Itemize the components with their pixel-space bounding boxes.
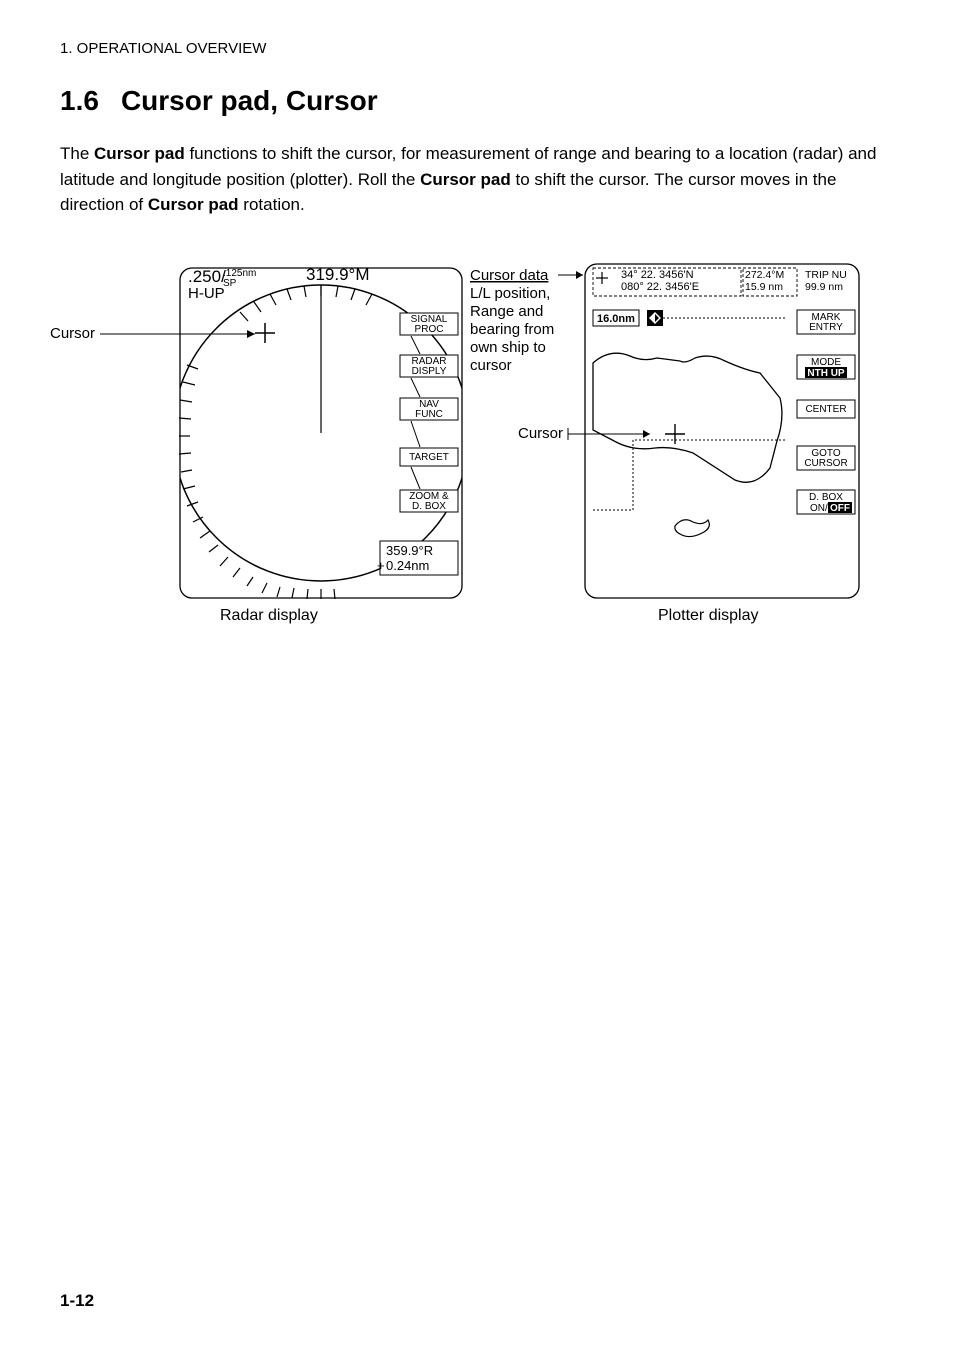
plotter-caption: Plotter display: [658, 607, 759, 624]
section-name: Cursor pad, Cursor: [121, 85, 378, 116]
svg-text:OFF: OFF: [830, 503, 850, 514]
svg-text:Cursor data: Cursor data: [470, 267, 549, 284]
svg-text:16.0nm: 16.0nm: [597, 313, 635, 325]
plotter-display-group: 34° 22. 3456'N 080° 22. 3456'E 272.4°M 1…: [585, 264, 859, 598]
svg-text:0.24nm: 0.24nm: [386, 558, 429, 573]
radar-display-group: .250/ .125nm SP 319.9°M H-UP SIGNAL PROC…: [173, 265, 469, 599]
page-number: 1-12: [60, 1291, 94, 1311]
radar-cursor-label: Cursor: [50, 325, 95, 342]
svg-text:ON/: ON/: [810, 503, 828, 514]
svg-text:34° 22. 3456'N: 34° 22. 3456'N: [621, 269, 694, 281]
svg-text:15.9 nm: 15.9 nm: [745, 281, 783, 293]
figure-svg: .250/ .125nm SP 319.9°M H-UP SIGNAL PROC…: [50, 258, 870, 658]
svg-text:cursor: cursor: [470, 357, 512, 374]
svg-text:+: +: [377, 558, 385, 573]
body-paragraph: The Cursor pad functions to shift the cu…: [60, 141, 894, 218]
svg-text:DISPLY: DISPLY: [412, 366, 447, 377]
svg-text:FUNC: FUNC: [415, 409, 443, 420]
svg-text:CURSOR: CURSOR: [804, 458, 847, 469]
radar-sp: SP: [223, 278, 237, 289]
svg-text:ENTRY: ENTRY: [809, 322, 843, 333]
svg-text:own ship to: own ship to: [470, 339, 546, 356]
radar-hup: H-UP: [188, 285, 225, 302]
svg-text:bearing from: bearing from: [470, 321, 554, 338]
svg-text:080° 22. 3456'E: 080° 22. 3456'E: [621, 281, 699, 293]
svg-text:272.4°M: 272.4°M: [745, 269, 784, 281]
svg-text:MODE: MODE: [811, 357, 841, 368]
svg-text:Range and: Range and: [470, 303, 543, 320]
radar-caption: Radar display: [220, 607, 318, 624]
svg-text:TARGET: TARGET: [409, 452, 449, 463]
radar-range: .250/: [188, 267, 226, 286]
svg-text:TRIP NU: TRIP NU: [805, 269, 847, 281]
svg-text:Cursor: Cursor: [518, 425, 563, 442]
svg-text:359.9°R: 359.9°R: [386, 543, 433, 558]
section-title: 1.6 Cursor pad, Cursor: [60, 85, 894, 117]
svg-text:99.9 nm: 99.9 nm: [805, 281, 843, 293]
svg-text:D. BOX: D. BOX: [412, 501, 446, 512]
svg-text:NTH UP: NTH UP: [807, 368, 845, 379]
page-header: 1. OPERATIONAL OVERVIEW: [60, 40, 894, 57]
svg-text:PROC: PROC: [415, 324, 444, 335]
svg-text:D. BOX: D. BOX: [809, 492, 843, 503]
svg-text:CENTER: CENTER: [805, 404, 846, 415]
svg-text:L/L position,: L/L position,: [470, 285, 550, 302]
section-number: 1.6: [60, 85, 99, 116]
radar-heading: 319.9°M: [306, 265, 370, 284]
figure-container: .250/ .125nm SP 319.9°M H-UP SIGNAL PROC…: [50, 258, 870, 638]
